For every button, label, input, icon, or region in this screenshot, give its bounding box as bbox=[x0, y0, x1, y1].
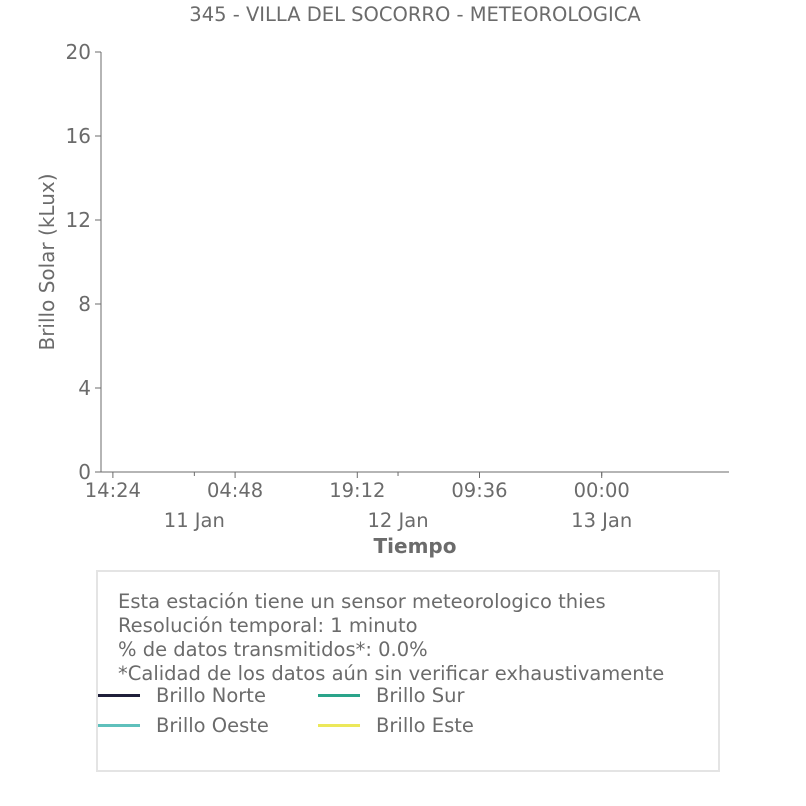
y-axis: 0 4 8 12 16 20 bbox=[66, 40, 102, 484]
x-tick-label-date: 13 Jan bbox=[571, 509, 632, 532]
y-tick-label: 0 bbox=[78, 460, 91, 484]
y-tick-label: 16 bbox=[66, 124, 91, 148]
legend-label-este: Brillo Este bbox=[376, 713, 474, 737]
y-tick-label: 4 bbox=[78, 376, 91, 400]
chart-title: 345 - VILLA DEL SOCORRO - METEOROLOGICA bbox=[189, 3, 641, 26]
legend-item-norte: Brillo Norte bbox=[98, 680, 266, 710]
info-box: Esta estación tiene un sensor meteorolog… bbox=[96, 570, 720, 772]
info-line-sensor: Esta estación tiene un sensor meteorolog… bbox=[118, 590, 606, 613]
y-tick-label: 20 bbox=[66, 40, 91, 64]
x-axis: 14:24 04:48 19:12 09:36 00:00 11 Jan 12 Jan 13 … bbox=[85, 471, 729, 532]
info-text: Esta estación tiene un sensor meteorolog… bbox=[118, 590, 664, 686]
info-line-quality: *Calidad de los datos aún sin verificar … bbox=[118, 662, 665, 685]
legend-label-oeste: Brillo Oeste bbox=[156, 713, 269, 737]
legend-swatch-este bbox=[318, 723, 360, 727]
y-axis-label: Brillo Solar (kLux) bbox=[35, 173, 59, 350]
x-tick-label-time: 14:24 bbox=[85, 479, 141, 502]
y-tick-label: 12 bbox=[66, 208, 91, 232]
x-tick-label-date: 12 Jan bbox=[367, 509, 428, 532]
x-tick-label-date: 11 Jan bbox=[164, 509, 225, 532]
info-line-transmitted: % de datos transmitidos*: 0.0% bbox=[118, 638, 428, 661]
legend-label-sur: Brillo Sur bbox=[376, 683, 465, 707]
legend-swatch-norte bbox=[98, 693, 140, 697]
legend-swatch-sur bbox=[318, 693, 360, 697]
x-tick-label-time: 00:00 bbox=[574, 479, 630, 502]
legend-label-norte: Brillo Norte bbox=[156, 683, 266, 707]
x-tick-label-time: 04:48 bbox=[207, 479, 263, 502]
x-axis-label: Tiempo bbox=[374, 534, 457, 558]
legend-swatch-oeste bbox=[98, 723, 140, 727]
x-tick-label-time: 09:36 bbox=[451, 479, 507, 502]
legend-item-este: Brillo Este bbox=[318, 710, 474, 740]
info-line-resolution: Resolución temporal: 1 minuto bbox=[118, 614, 418, 637]
x-tick-label-time: 19:12 bbox=[329, 479, 385, 502]
legend-item-sur: Brillo Sur bbox=[318, 680, 465, 710]
y-tick-label: 8 bbox=[78, 292, 91, 316]
legend-item-oeste: Brillo Oeste bbox=[98, 710, 269, 740]
